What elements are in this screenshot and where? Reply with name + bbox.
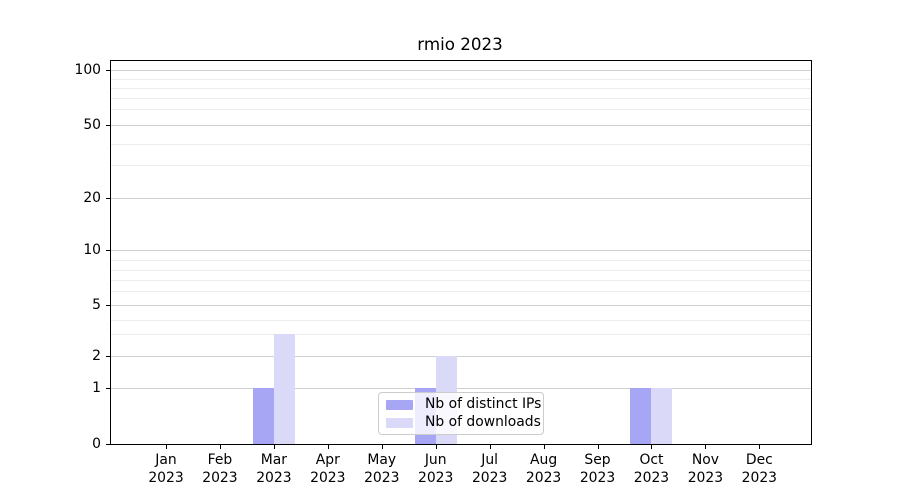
legend-swatch-downloads [386,417,413,428]
x-tick-year: 2023 [202,469,238,486]
gridline-major-1 [111,388,811,389]
gridline-minor-30 [111,165,811,166]
x-tick-month: Aug [530,452,558,468]
x-tick-month: May [367,452,397,468]
gridline-minor-3 [111,334,811,335]
gridline-minor-9 [111,260,811,261]
y-tick-label-2: 2 [92,348,101,364]
y-tick-label-10: 10 [83,242,101,258]
x-tick-year: 2023 [364,469,400,486]
x-tick-label-jul: Jul 2023 [445,452,535,487]
y-tick-label-1: 1 [92,380,101,396]
x-tick-month: Nov [691,452,719,468]
gridline-minor-90 [111,79,811,80]
x-tick-month: Feb [207,452,233,468]
x-tick-year: 2023 [579,469,616,486]
x-tick-mark-feb [219,445,221,449]
gridline-minor-4 [111,320,811,321]
gridline-minor-60 [111,109,811,110]
bar-nb-of-downloads-mar [273,334,295,444]
gridline-major-2 [111,356,811,357]
gridline-major-5 [111,305,811,306]
x-tick-label-may: May 2023 [337,452,427,487]
x-tick-label-oct: Oct 2023 [606,452,696,487]
bar-nb-of-distinct-ips-oct [630,388,652,444]
y-tick-mark-2 [106,356,110,357]
legend-item-distinct-ips: Nb of distinct IPs [386,396,541,413]
x-tick-mark-sep [597,445,599,449]
x-tick-year: 2023 [471,469,508,486]
x-tick-label-nov: Nov 2023 [660,452,750,487]
gridline-major-10 [111,250,811,251]
gridline-minor-40 [111,144,811,145]
bar-nb-of-distinct-ips-mar [252,388,274,444]
x-tick-year: 2023 [741,469,777,486]
x-tick-month: Mar [260,452,287,468]
chart-title: rmio 2023 [417,34,503,54]
x-tick-month: Sep [584,452,611,468]
bar-nb-of-downloads-oct [651,388,673,444]
x-tick-year: 2023 [256,469,292,486]
y-tick-mark-100 [106,70,110,71]
legend: Nb of distinct IPs Nb of downloads [378,392,544,435]
x-tick-mark-may [381,445,383,449]
x-tick-mark-dec [759,445,761,449]
y-tick-mark-1 [106,388,110,389]
x-tick-month: Jun [424,452,447,468]
y-tick-label-0: 0 [92,436,101,452]
y-tick-mark-5 [106,305,110,306]
x-tick-month: Jul [481,452,498,468]
gridline-minor-7 [111,280,811,281]
x-tick-month: Oct [639,452,664,468]
y-tick-mark-0 [106,444,110,445]
x-tick-month: Apr [315,452,340,468]
y-tick-label-20: 20 [83,190,101,206]
legend-item-downloads: Nb of downloads [386,414,541,431]
x-tick-label-dec: Dec 2023 [714,452,804,487]
x-tick-mark-jul [489,445,491,449]
y-tick-mark-10 [106,250,110,251]
x-tick-year: 2023 [687,469,724,486]
legend-label-distinct-ips: Nb of distinct IPs [425,396,542,412]
x-tick-label-feb: Feb 2023 [175,452,265,487]
x-tick-mark-mar [273,445,275,449]
y-tick-label-5: 5 [92,297,101,313]
gridline-minor-8 [111,270,811,271]
x-tick-year: 2023 [418,469,454,486]
x-tick-year: 2023 [633,469,670,486]
x-tick-label-jan: Jan 2023 [121,452,211,487]
y-tick-label-100: 100 [74,62,101,78]
gridline-minor-80 [111,88,811,89]
y-tick-mark-50 [106,125,110,126]
x-tick-label-mar: Mar 2023 [229,452,319,487]
x-tick-mark-apr [327,445,329,449]
legend-swatch-distinct-ips [386,399,413,410]
x-tick-label-jun: Jun 2023 [391,452,481,487]
x-tick-mark-nov [705,445,707,449]
legend-label-downloads: Nb of downloads [425,414,541,430]
gridline-minor-70 [111,98,811,99]
x-tick-month: Dec [745,452,773,468]
x-tick-year: 2023 [148,469,184,486]
plot-area: 100 50 20 10 5 2 1 0 Jan 2023 Feb 2023 Mar 2023 Apr 202… [74,60,812,486]
gridline-major-50 [111,125,811,126]
x-tick-label-apr: Apr 2023 [283,452,373,487]
x-tick-label-aug: Aug 2023 [499,452,589,487]
x-tick-mark-aug [543,445,545,449]
gridline-major-20 [111,198,811,199]
gridline-minor-6 [111,291,811,292]
gridline-major-100 [111,70,811,71]
y-tick-mark-20 [106,198,110,199]
x-tick-mark-jan [166,445,167,449]
x-tick-mark-oct [651,445,653,449]
x-tick-month: Jan [155,452,177,468]
x-tick-label-sep: Sep 2023 [553,452,643,487]
x-tick-year: 2023 [525,469,562,486]
y-tick-label-50: 50 [83,117,101,133]
x-tick-year: 2023 [310,469,346,486]
x-tick-mark-jun [435,445,437,449]
